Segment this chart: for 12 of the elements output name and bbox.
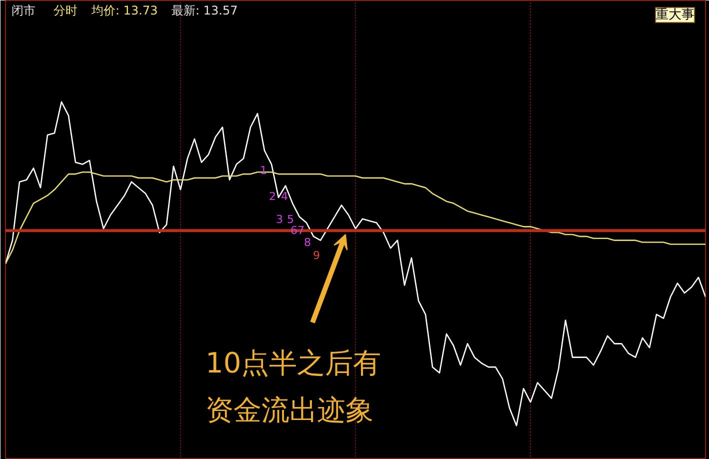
text: 分时 (54, 4, 78, 18)
text: 最新: 13.57 (172, 4, 238, 18)
text: 闭市 (12, 4, 36, 18)
annotation: 4 (281, 190, 288, 203)
annotation: 9 (313, 249, 320, 262)
annotation: 8 (304, 236, 311, 249)
annotation: 资金流出迹象 (206, 394, 374, 426)
annotation: 3 (276, 213, 283, 226)
annotation: 10点半之后有 (206, 346, 382, 380)
text: 均价: 13.73 (90, 4, 158, 18)
annotation: 5 (287, 213, 294, 226)
annotation: 2 (269, 190, 276, 203)
